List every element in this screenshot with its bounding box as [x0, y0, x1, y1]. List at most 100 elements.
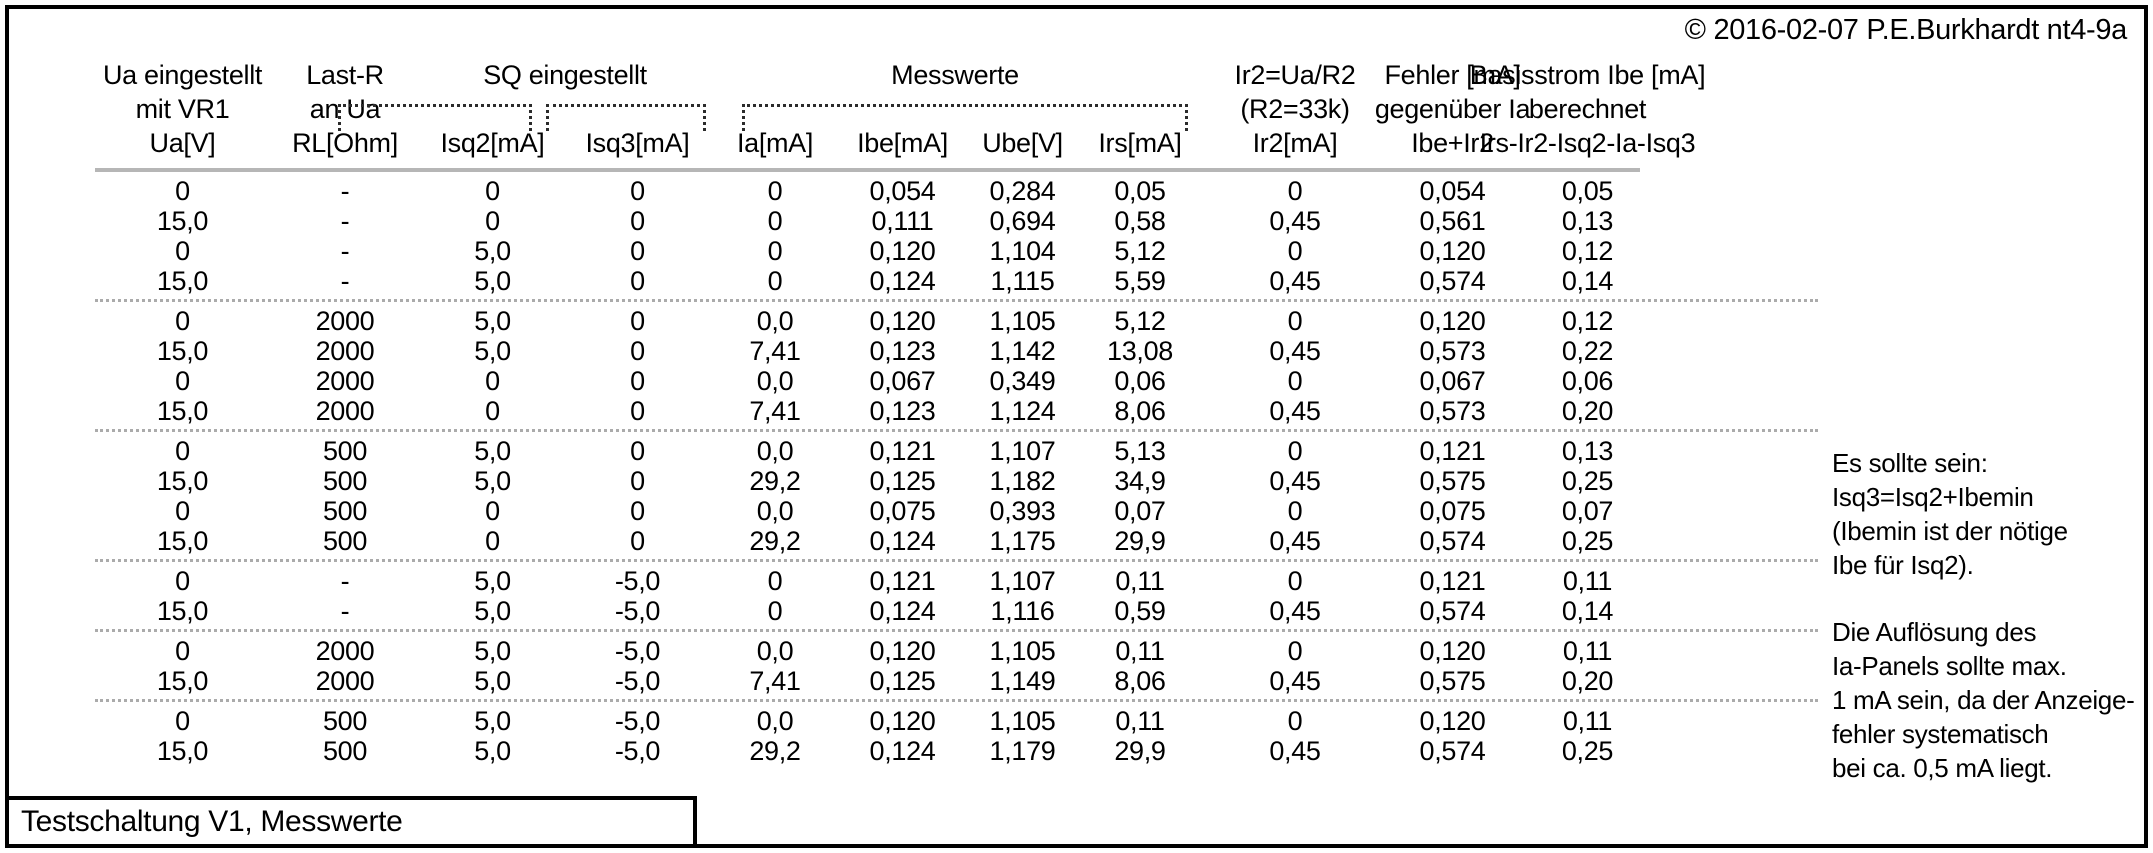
- table-cell: 0: [767, 596, 783, 626]
- table-cell: 0: [767, 566, 783, 596]
- row-group-divider: [95, 556, 1818, 566]
- col-group-basisstrom: Basisstrom Ibe [mA]: [1469, 59, 1706, 90]
- table-cell: 13,08: [1107, 336, 1173, 366]
- col-sub-basisstrom: berechnet: [1528, 93, 1647, 124]
- table-cell: 0: [485, 366, 500, 396]
- table-cell: 1,149: [989, 666, 1056, 696]
- table-cell: 15,0: [156, 336, 209, 366]
- table-cell: 0,349: [989, 366, 1056, 396]
- table-cell: 1,104: [989, 236, 1056, 266]
- table-cell: 0: [630, 526, 645, 556]
- col-header-isq2: Isq2[mA]: [440, 127, 545, 158]
- table-cell: 0,111: [871, 206, 934, 236]
- table-cell: 0,06: [1114, 366, 1166, 396]
- table-row: 15,0 2000 0 0 7,41 0,123 1,124 8,06 0,45 0,573 0,2…: [95, 396, 1660, 426]
- col-group-fehler: Fehler [mA]: [1384, 59, 1521, 90]
- table-cell: 0: [630, 176, 645, 206]
- table-cell: 0,20: [1561, 396, 1614, 426]
- note-line: (Ibemin ist der nötige: [1832, 516, 2068, 546]
- table-cell: 15,0: [156, 736, 209, 766]
- table-cell: 0: [1287, 496, 1303, 526]
- note-isq3: Es sollte sein: Isq3=Isq2+Ibemin (Ibemin i…: [1832, 446, 2068, 582]
- header-underline: [95, 168, 1640, 172]
- table-cell: 0: [175, 436, 190, 466]
- table-cell: 0,45: [1269, 526, 1321, 556]
- table-cell: 0: [630, 396, 645, 426]
- col-header-ibe-plus-ir2: Ibe+Ir2: [1411, 127, 1494, 158]
- table-cell: 0,45: [1269, 466, 1321, 496]
- table-cell: 500: [322, 466, 368, 496]
- table-cell: 0,12: [1561, 236, 1614, 266]
- table-cell: 5,0: [474, 736, 511, 766]
- table-cell: 5,12: [1114, 236, 1166, 266]
- table-cell: 0,125: [869, 666, 936, 696]
- table-cell: 0: [485, 206, 500, 236]
- table-cell: 0,574: [1419, 266, 1486, 296]
- table-cell: 0,11: [1115, 566, 1165, 596]
- table-cell: 0: [175, 496, 190, 526]
- col-header-formula: Irs-Ir2-Isq2-Ia-Isq3: [1479, 127, 1696, 158]
- table-row: 15,0 - 0 0 0 0,111 0,694 0,58 0,45 0,561 0,13: [95, 206, 1660, 236]
- table-cell: 0: [1287, 306, 1303, 336]
- table-cell: 0,25: [1561, 526, 1614, 556]
- table-cell: -5,0: [614, 566, 661, 596]
- table-cell: -: [340, 566, 350, 596]
- table-cell: 15,0: [156, 526, 209, 556]
- table-cell: 29,9: [1114, 736, 1166, 766]
- table-cell: 0,120: [1419, 236, 1486, 266]
- table-cell: 0,284: [989, 176, 1056, 206]
- table-cell: 0,054: [869, 176, 936, 206]
- table-cell: 0,574: [1419, 736, 1486, 766]
- table-cell: 7,41: [749, 336, 801, 366]
- col-header-ibe: Ibe[mA]: [857, 127, 948, 158]
- table-cell: 1,105: [989, 636, 1056, 666]
- table-cell: 0,11: [1562, 706, 1613, 736]
- table-cell: 0,120: [1419, 636, 1486, 666]
- table-cell: 0,22: [1561, 336, 1614, 366]
- table-cell: 0,45: [1269, 666, 1321, 696]
- table-cell: 15,0: [156, 466, 209, 496]
- table-cell: 5,13: [1114, 436, 1166, 466]
- table-row: 0 2000 0 0 0,0 0,067 0,349 0,06 0 0,067 0,06: [95, 366, 1660, 396]
- table-cell: 5,0: [474, 666, 511, 696]
- col-sub-last-r: an Ua: [309, 93, 381, 124]
- table-cell: 0,12: [1561, 306, 1614, 336]
- table-row: 0 - 0 0 0 0,054 0,284 0,05 0 0,054 0,05: [95, 176, 1660, 206]
- table-cell: 0,124: [869, 526, 936, 556]
- table-cell: 0,075: [869, 496, 936, 526]
- table-cell: -: [340, 596, 350, 626]
- table-cell: 0,075: [1419, 496, 1486, 526]
- table-row: 0 2000 5,0 -5,0 0,0 0,120 1,105 0,11 0 0,120 0,11: [95, 636, 1660, 666]
- table-cell: 29,2: [749, 526, 801, 556]
- table-cell: -: [340, 206, 350, 236]
- table-row: 0 500 5,0 -5,0 0,0 0,120 1,105 0,11 0 0,120 0,11: [95, 706, 1660, 736]
- table-cell: 0: [630, 306, 645, 336]
- table-cell: 0: [1287, 636, 1303, 666]
- col-header-ir2: Ir2[mA]: [1252, 127, 1338, 158]
- note-resolution: Die Auflösung des Ia-Panels sollte max. 1 …: [1832, 615, 2135, 785]
- col-header-ia: Ia[mA]: [736, 127, 814, 158]
- table-cell: 0,561: [1419, 206, 1486, 236]
- table-cell: 1,179: [989, 736, 1056, 766]
- table-cell: 0,574: [1419, 596, 1486, 626]
- table-cell: 0,575: [1419, 466, 1486, 496]
- note-line: Ia-Panels sollte max.: [1832, 651, 2067, 681]
- table-cell: 0: [767, 176, 783, 206]
- table-cell: -5,0: [614, 636, 661, 666]
- table-cell: 0,45: [1269, 206, 1321, 236]
- table-cell: 0,120: [869, 236, 936, 266]
- table-cell: 0,05: [1561, 176, 1614, 206]
- table-row: 0 500 0 0 0,0 0,075 0,393 0,07 0 0,075 0,07: [95, 496, 1660, 526]
- table-cell: 15,0: [156, 396, 209, 426]
- table-cell: 0,067: [1419, 366, 1486, 396]
- table-cell: 0,0: [756, 306, 794, 336]
- table-cell: 500: [322, 436, 368, 466]
- table-cell: 2000: [315, 636, 375, 666]
- col-group-last-r: Last-R: [306, 59, 384, 90]
- table-cell: 0,11: [1562, 636, 1613, 666]
- table-cell: 0: [1287, 176, 1303, 206]
- row-group-divider: [95, 426, 1818, 436]
- col-group-messwerte: Messwerte: [891, 59, 1019, 90]
- table-cell: -5,0: [614, 706, 661, 736]
